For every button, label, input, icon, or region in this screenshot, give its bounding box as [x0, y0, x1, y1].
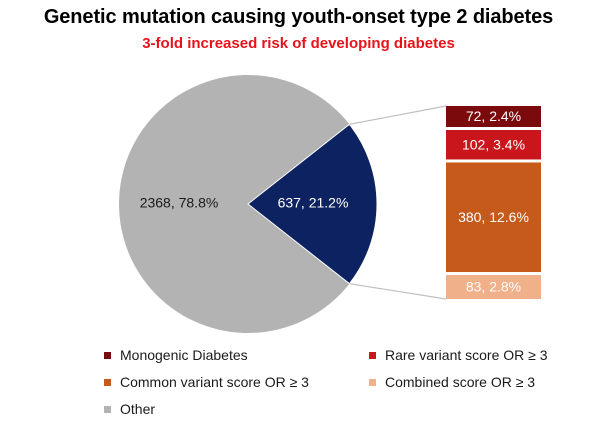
chart-subtitle: 3-fold increased risk of developing diab…	[142, 35, 455, 52]
pie-label-genetic: 637, 21.2%	[278, 195, 349, 211]
bar-label-monogenic: 72, 2.4%	[466, 108, 521, 124]
bar-segment-combined	[446, 275, 541, 299]
pie-label-other: 2368, 78.8%	[140, 195, 219, 211]
connector-line-top	[349, 105, 447, 125]
chart-title: Genetic mutation causing youth-onset typ…	[43, 6, 554, 28]
bar-label-rare: 102, 3.4%	[462, 136, 525, 152]
bar-segment-rare	[446, 130, 541, 160]
connector-line-bottom	[349, 283, 447, 300]
bar-label-common: 380, 12.6%	[458, 209, 529, 225]
bar-segment-monogenic	[446, 106, 541, 127]
pie-slice-genetic	[247, 123, 378, 285]
bar-label-combined: 83, 2.8%	[466, 279, 521, 295]
pie-slice-other	[119, 75, 350, 334]
bar-segment-common	[446, 162, 541, 273]
